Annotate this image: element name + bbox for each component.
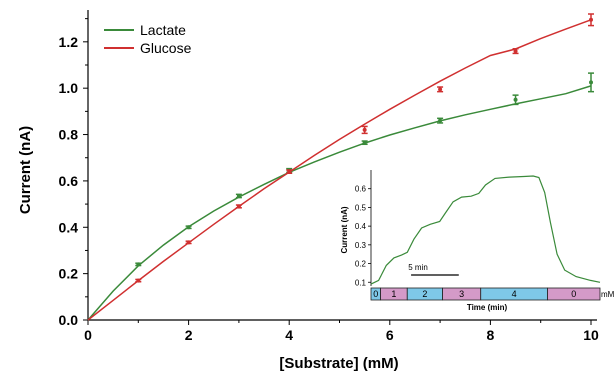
inset-y-tick-label: 0.5 [355, 203, 367, 212]
data-point-glucose [136, 278, 141, 283]
fit-line-lactate [87, 85, 592, 321]
fit-line-glucose [87, 19, 592, 321]
inset-segment-label: 0 [571, 289, 576, 299]
inset-scale-bar-label: 5 min [408, 263, 428, 272]
y-tick-label: 0.6 [59, 173, 79, 189]
inset-y-tick-label: 0.1 [355, 278, 367, 287]
data-point-lactate [513, 97, 518, 102]
x-tick-label: 0 [84, 327, 92, 343]
main-axes: 0 2 4 6 8 100.00.20.40.60.81.01.2 [59, 10, 599, 343]
data-point-glucose [589, 17, 593, 22]
inset-chart: 0.1 0.2 0.3 0.4 0.5 0.6 0 1 2 3 4 0 [355, 170, 601, 301]
y-tick-label: 1.2 [59, 34, 79, 50]
inset-y-tick-label: 0.2 [355, 260, 367, 269]
x-tick-label: 10 [583, 327, 599, 343]
data-point-glucose [513, 49, 518, 54]
inset-trace-line [370, 175, 601, 285]
data-point-lactate [362, 140, 367, 145]
x-tick-label: 8 [487, 327, 495, 343]
inset-y-axis-title: Current (nA) [340, 206, 349, 253]
inset-segment [547, 287, 601, 301]
x-tick-label: 2 [185, 327, 193, 343]
inset-y-tick-label: 0.4 [355, 222, 367, 231]
main-series-group [87, 13, 594, 321]
inset-y-tick-label: 0.6 [355, 185, 367, 194]
inset-x-axis-title: Time (min) [467, 303, 508, 312]
legend: Lactate Glucose [104, 22, 192, 56]
inset-segment-label: 2 [422, 289, 427, 299]
y-axis-title: Current (nA) [17, 126, 34, 214]
x-axis-title: [Substrate] (mM) [279, 355, 398, 372]
data-point-lactate [236, 193, 241, 198]
data-point-lactate [438, 118, 443, 123]
data-point-lactate [136, 262, 141, 267]
y-tick-label: 0.4 [59, 219, 79, 235]
data-point-glucose [438, 87, 443, 92]
data-point-glucose [186, 240, 191, 245]
inset-segment-label: 4 [512, 289, 517, 299]
inset-segment-label: 3 [459, 289, 464, 299]
legend-label-glucose: Glucose [140, 40, 192, 56]
data-point-glucose [236, 204, 241, 209]
data-point-lactate [589, 80, 593, 85]
y-tick-label: 0.0 [59, 312, 79, 328]
data-point-glucose [287, 169, 292, 174]
inset-concentration-unit: mM [601, 290, 614, 299]
y-tick-label: 0.8 [59, 127, 79, 143]
inset-y-tick-label: 0.3 [355, 241, 367, 250]
y-tick-label: 1.0 [59, 80, 79, 96]
inset-segment-label: 0 [373, 289, 378, 299]
x-tick-label: 6 [386, 327, 394, 343]
x-tick-label: 4 [285, 327, 293, 343]
y-tick-label: 0.2 [59, 266, 79, 282]
data-point-glucose [362, 127, 367, 132]
data-point-lactate [186, 225, 191, 230]
legend-label-lactate: Lactate [140, 22, 186, 38]
inset-segment-label: 1 [391, 289, 396, 299]
